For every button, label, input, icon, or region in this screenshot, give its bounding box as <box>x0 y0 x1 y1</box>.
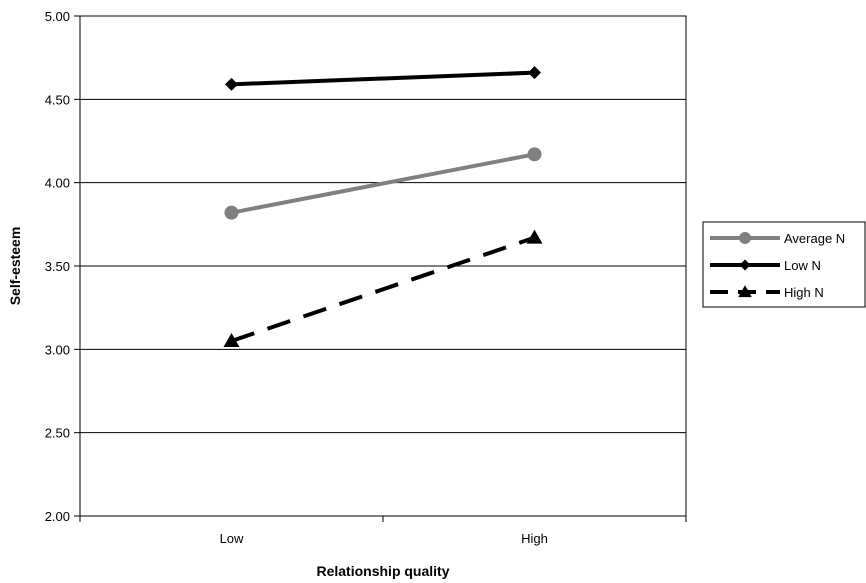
y-axis: 2.00 2.50 3.00 3.50 4.00 4.50 5.00 <box>45 9 80 524</box>
series-average-n <box>224 147 542 220</box>
legend-item: High N <box>710 285 824 300</box>
legend-item: Average N <box>710 231 845 246</box>
y-tick-label: 4.00 <box>45 176 70 191</box>
legend-label: Low N <box>784 258 821 273</box>
data-point-circle <box>224 205 239 220</box>
legend-label: Average N <box>784 231 845 246</box>
x-tick-label: Low <box>220 531 244 546</box>
data-point-triangle <box>738 285 752 298</box>
data-point-diamond <box>739 259 751 271</box>
y-tick-label: 2.50 <box>45 426 70 441</box>
y-tick-label: 2.00 <box>45 509 70 524</box>
series-high-n <box>223 229 543 347</box>
data-point-circle <box>527 147 542 162</box>
series-group <box>223 66 543 347</box>
legend: Average N Low N High N <box>702 221 866 308</box>
data-point-circle <box>739 232 751 244</box>
data-point-diamond <box>225 77 238 91</box>
legend-item: Low N <box>710 258 821 273</box>
legend-label: High N <box>784 285 824 300</box>
x-axis-title: Relationship quality <box>316 563 449 579</box>
y-tick-label: 3.50 <box>45 259 70 274</box>
y-axis-title: Self-esteem <box>7 227 23 306</box>
series-line <box>230 235 536 343</box>
series-line <box>231 70 535 87</box>
x-tick-label: High <box>521 531 548 546</box>
data-point-diamond <box>528 66 541 80</box>
y-tick-label: 4.50 <box>45 92 70 107</box>
x-axis: Low High <box>79 516 687 546</box>
series-line <box>231 152 535 215</box>
series-low-n <box>225 66 541 91</box>
data-point-triangle <box>223 333 240 347</box>
y-tick-label: 5.00 <box>45 9 70 24</box>
y-tick-label: 3.00 <box>45 342 70 357</box>
data-point-triangle <box>526 229 543 244</box>
gridlines <box>80 98 686 434</box>
